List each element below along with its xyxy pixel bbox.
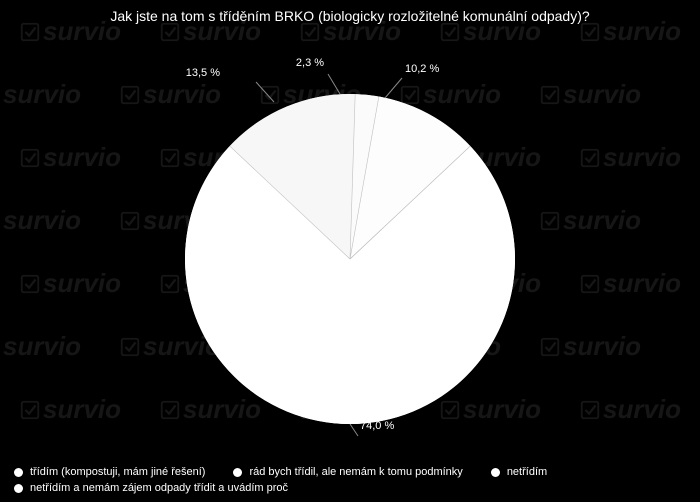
- slice-label: 10,2 %: [405, 63, 439, 75]
- legend-swatch: [14, 468, 23, 477]
- legend: třídím (kompostuji, mám jiné řešení) rád …: [14, 465, 686, 496]
- slice-label: 2,3 %: [296, 57, 324, 69]
- legend-item: netřídím a nemám zájem odpady třídit a u…: [14, 481, 288, 496]
- chart-title: Jak jste na tom s tříděním BRKO (biologi…: [0, 0, 700, 24]
- pie-chart: 74,0 % 13,5 % 2,3 % 10,2 %: [0, 24, 700, 434]
- legend-label: rád bych třídil, ale nemám k tomu podmín…: [249, 465, 462, 480]
- legend-swatch: [491, 468, 500, 477]
- chart-container: Jak jste na tom s tříděním BRKO (biologi…: [0, 0, 700, 502]
- legend-item: rád bych třídil, ale nemám k tomu podmín…: [233, 465, 462, 480]
- legend-label: netřídím a nemám zájem odpady třídit a u…: [30, 481, 288, 496]
- slice-label: 74,0 %: [360, 420, 394, 432]
- legend-swatch: [14, 484, 23, 493]
- legend-item: netřídím: [491, 465, 547, 480]
- legend-swatch: [233, 468, 242, 477]
- slice-label: 13,5 %: [186, 67, 220, 79]
- legend-item: třídím (kompostuji, mám jiné řešení): [14, 465, 205, 480]
- legend-label: třídím (kompostuji, mám jiné řešení): [30, 465, 205, 480]
- legend-label: netřídím: [507, 465, 547, 480]
